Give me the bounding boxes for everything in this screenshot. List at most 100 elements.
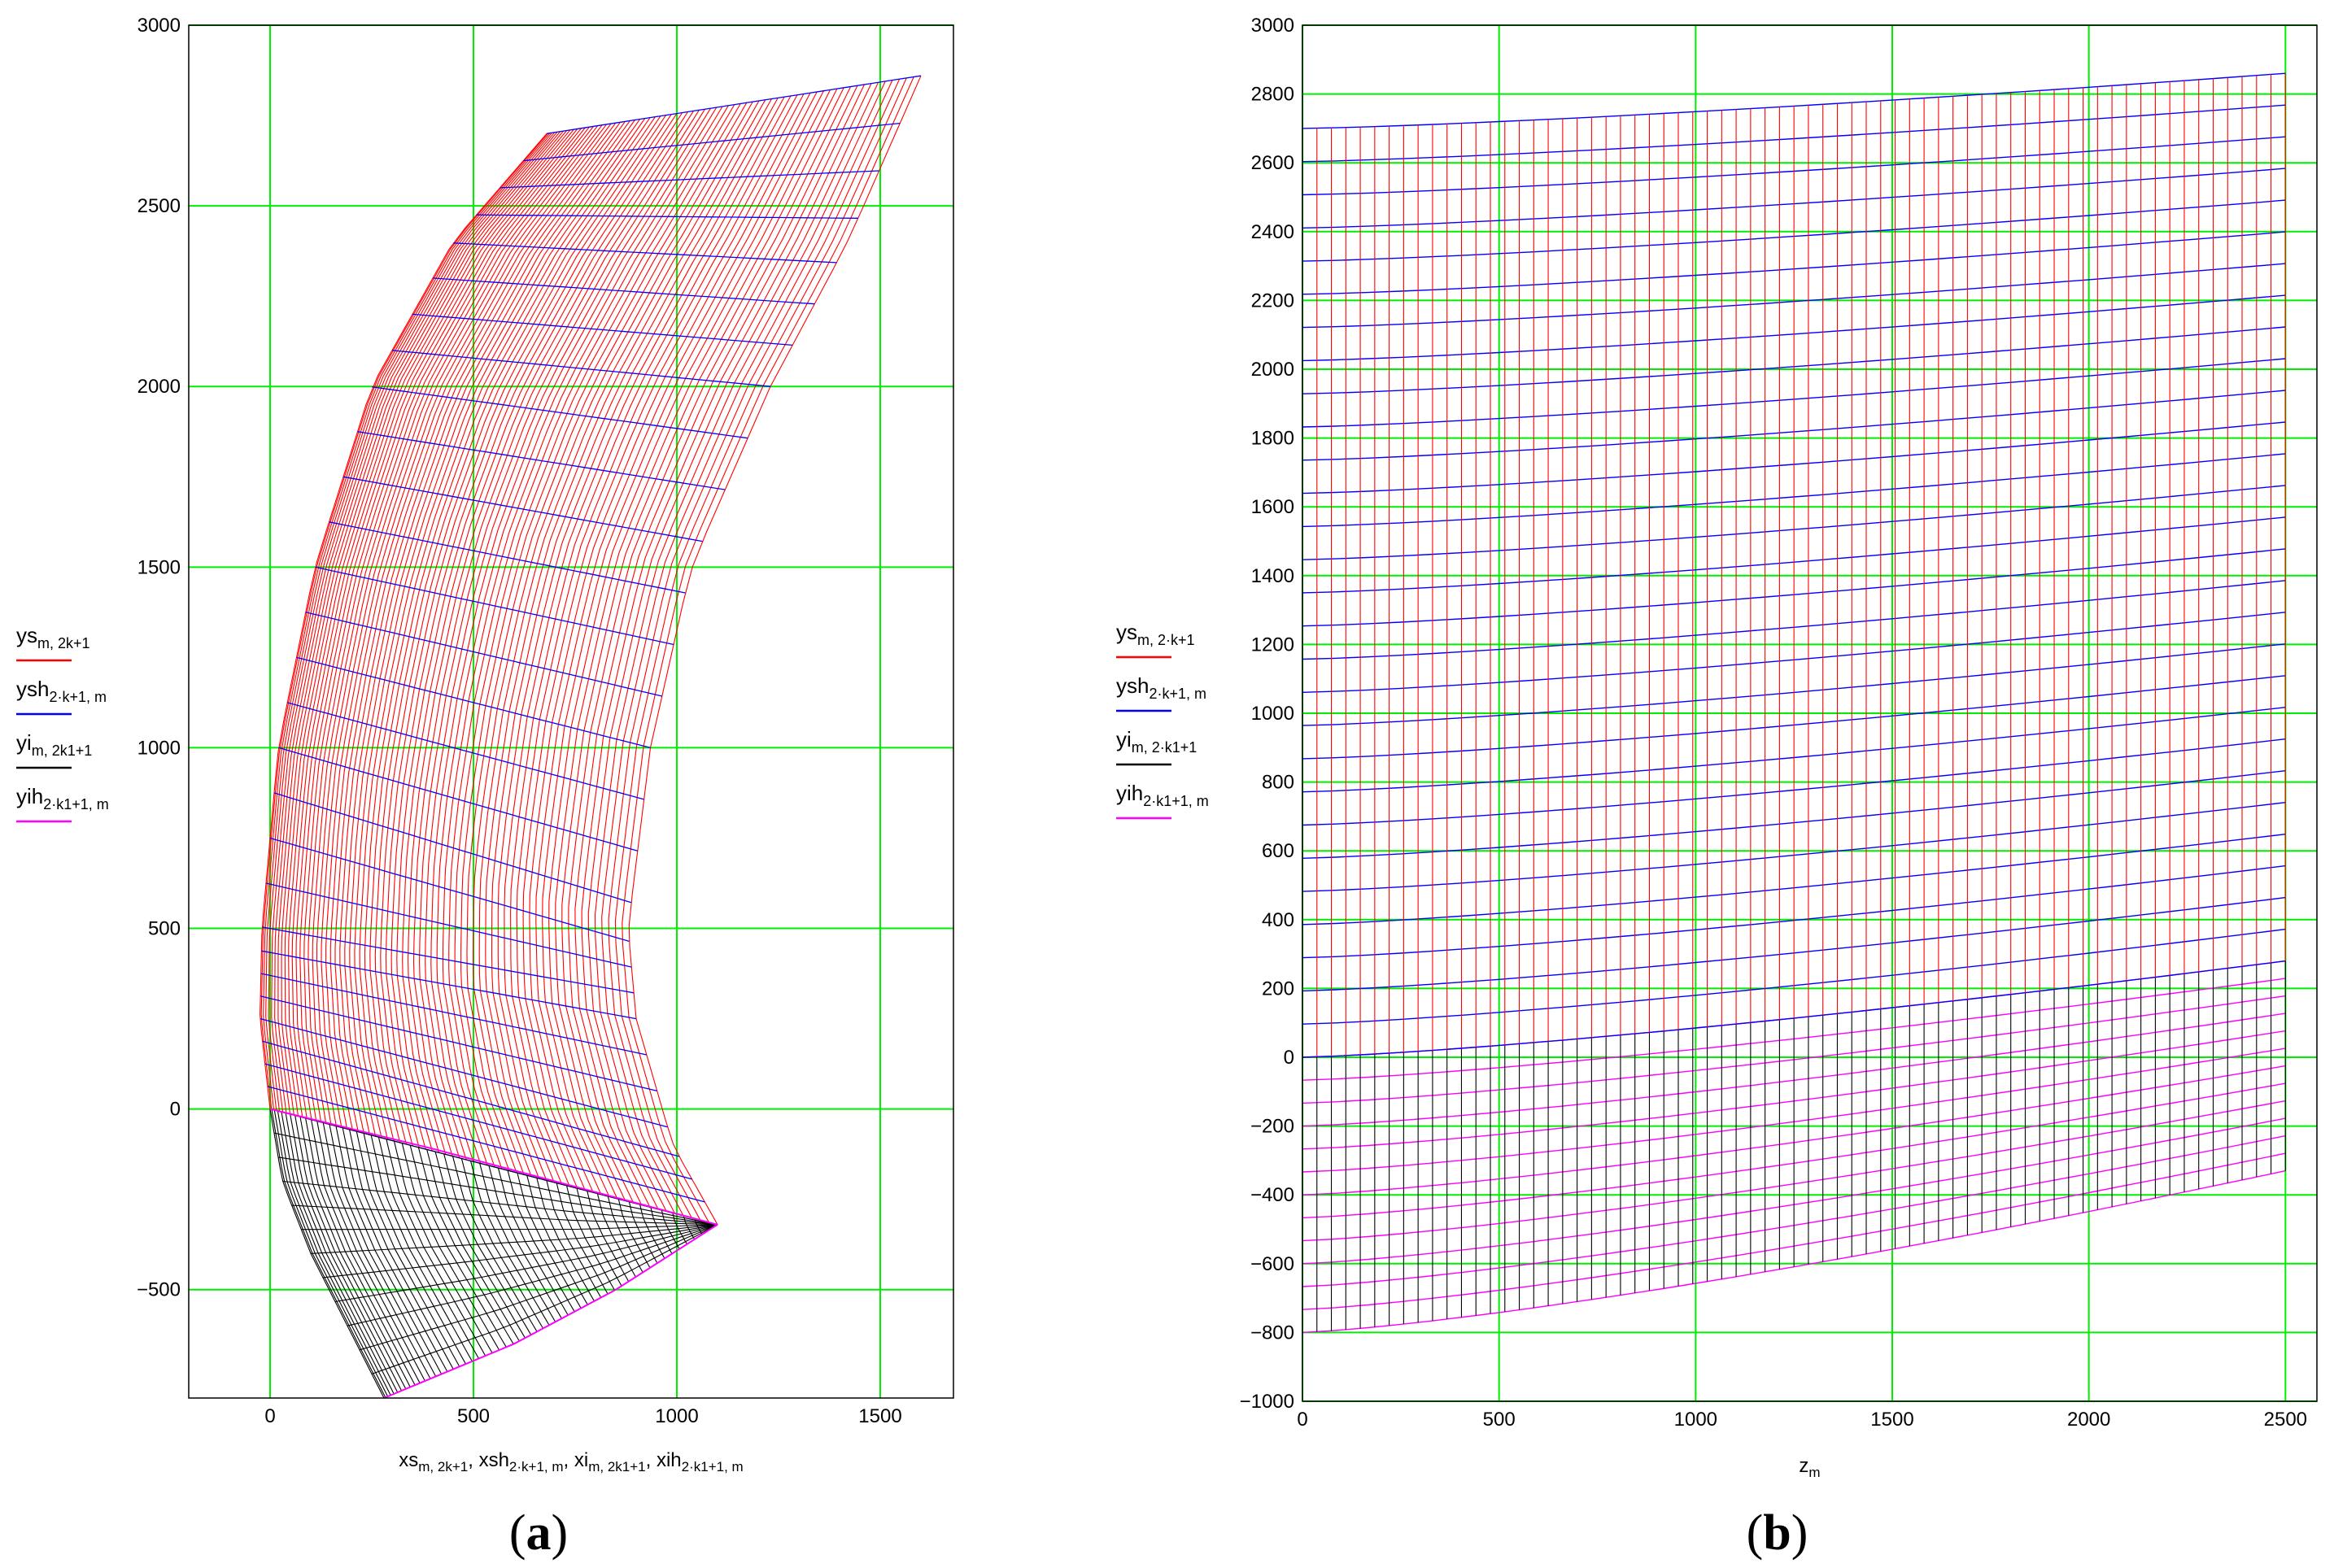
y-tick-label: −600 [1250,1253,1294,1275]
legend-entry-label: yih2·k1+1, m [16,784,109,812]
mesh-line-blue [278,747,638,852]
mesh-line-blue [391,350,771,387]
legend-entry-label: yih2·k1+1, m [1116,781,1209,809]
y-tick-label: 2500 [137,195,181,217]
x-tick-label: 0 [264,1405,275,1427]
mesh-line-blue [453,242,837,264]
x-tick-label: 2000 [2067,1409,2110,1431]
y-tick-label: 2000 [1251,359,1294,381]
y-tick-label: −200 [1250,1116,1294,1138]
mesh-line-blue [262,926,635,994]
plot-frame-a [188,24,954,1399]
chart-panel-a: 0 500 1000 1500 −500 0 500 1000 1500 2000 2500 3000… [16,15,954,1561]
mesh-line-blue [476,214,858,219]
y-tick-label: 1500 [137,556,181,578]
legend-entry-label: ysm, 2·k+1 [1116,620,1195,648]
mesh-a [260,75,922,1399]
y-tick-label: 2400 [1251,221,1294,243]
y-tick-label: 400 [1262,909,1294,931]
y-tick-label: 500 [148,918,181,940]
mesh-line-black-row [277,1156,718,1226]
mesh-line-blue [287,702,644,800]
x-tick-label: 500 [1483,1409,1516,1431]
mesh-line-blue [315,566,674,646]
y-tick-label: 1800 [1251,428,1294,450]
mesh-line-blue [432,277,815,305]
mesh-line-blue [267,1086,705,1203]
mesh-line-black-row [322,1224,718,1278]
legend-entry-label: ysh2·k+1, m [1116,673,1206,702]
x-tick-label: 0 [1297,1409,1307,1431]
mesh-line-blue [305,612,662,697]
y-tick-label: 200 [1262,978,1294,1000]
x-axis-label-a: xsm, 2k+1, xsh2·k+1, m, xim, 2k1+1, xih2… [399,1449,743,1474]
tick-labels-b: 0 500 1000 1500 2000 2500−1000−800−600−400−20… [1240,15,2307,1431]
mesh-line-blue [342,476,703,542]
x-tick-label: 1500 [1870,1409,1913,1431]
y-tick-label: 1000 [1251,703,1294,725]
mesh-line-blue [262,1040,680,1157]
tick-labels-a: 0 500 1000 1500 −500 0 500 1000 1500 2000 2500 3000 [137,15,902,1427]
mesh-line-blue [329,521,686,594]
legend-entry-label: ysm, 2k+1 [16,623,90,651]
x-axis-label-b: zm [1799,1455,1820,1480]
mesh-line-black-row [301,1224,718,1230]
y-tick-label: 800 [1262,772,1294,794]
x-tick-label: 1000 [1674,1409,1717,1431]
y-tick-label: −400 [1250,1184,1294,1206]
mesh-line-black-row [334,1224,718,1303]
mesh-line-blue [500,170,879,189]
x-tick-label: 500 [457,1405,490,1427]
mesh-line-blue [260,1017,668,1128]
mesh-line-black-row [291,1204,718,1226]
mesh-line-black-row [310,1224,718,1254]
y-tick-label: 1400 [1251,565,1294,587]
mesh-row-line [1302,72,2286,129]
legend-entry-label: yim, 2·k1+1 [1116,727,1197,756]
legend-b: ysm, 2·k+1 ysh2·k+1, m yim, 2·k1+1 yih2·k1+… [1116,620,1209,820]
mesh-line-blue [260,995,657,1092]
mesh-line-blue [265,882,632,968]
plot-frame-b [1302,24,2318,1402]
caption-a: (a) [509,1505,568,1561]
mesh-line-black-row [282,1180,718,1226]
y-tick-label: 1000 [137,737,181,759]
mesh-line-blue [372,386,748,439]
legend-entry-label: ysh2·k+1, m [16,677,107,705]
mesh-b [1302,72,2286,1334]
y-tick-label: 2800 [1251,84,1294,106]
mesh-line-black-row [347,1224,718,1326]
caption-b: (b) [1747,1505,1808,1561]
y-tick-label: −1000 [1240,1391,1294,1413]
x-tick-label: 1500 [858,1405,901,1427]
mesh-line-blue [269,837,630,943]
y-tick-label: 2600 [1251,152,1294,174]
mesh-line-black-row [371,1224,718,1374]
mesh-line-blue [412,313,793,346]
mesh-line-blue [357,431,726,490]
mesh-line-blue [273,792,632,904]
mesh-line-black-row [273,1132,718,1226]
y-tick-label: 1200 [1251,634,1294,656]
mesh-line-blue [523,122,901,162]
mesh-row-line [1302,960,2286,1058]
y-tick-label: 0 [170,1099,181,1121]
mesh-line-black-row [359,1224,718,1351]
y-tick-label: −800 [1250,1322,1294,1344]
mesh-line-blue [260,973,648,1056]
y-tick-label: 2200 [1251,290,1294,311]
mesh-line-blue [546,75,922,134]
legend-entry-label: yim, 2k1+1 [16,730,92,759]
legend-a: ysm, 2k+1 ysh2·k+1, m yim, 2k1+1 yih2·k1+1,… [16,623,109,823]
mesh-line-blue [264,1063,692,1180]
mesh-line-blue [296,656,651,749]
mesh-boundary-magenta [383,1223,718,1399]
mesh-boundary-magenta-top [269,1108,718,1226]
y-tick-label: −500 [137,1279,181,1301]
y-tick-label: 3000 [137,15,181,37]
y-tick-label: 3000 [1251,15,1294,37]
mesh-row-line [1302,1169,2286,1334]
y-tick-label: 0 [1284,1047,1294,1069]
mesh-line-blue [261,950,637,1020]
